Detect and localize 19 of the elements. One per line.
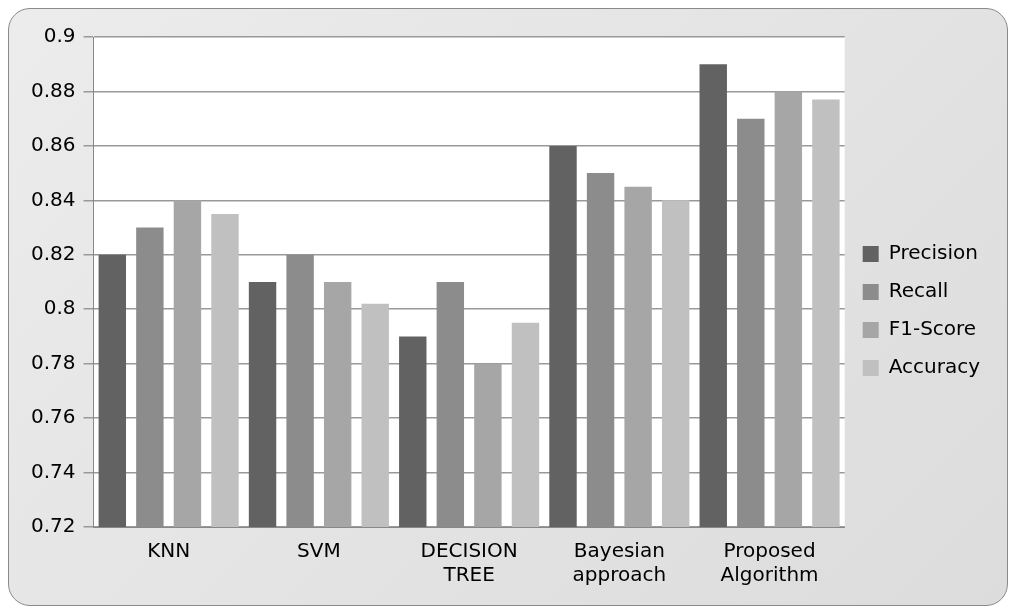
x-tick-label: SVM <box>297 538 341 563</box>
x-tick-label: Bayesian approach <box>572 538 667 587</box>
y-tick-label: 0.72 <box>31 513 76 538</box>
y-tick-label: 0.88 <box>31 77 76 102</box>
y-tick-label: 0.78 <box>31 349 76 374</box>
x-tick-label: Proposed Algorithm <box>720 538 819 587</box>
y-tick-label: 0.74 <box>31 458 76 483</box>
y-tick-label: 0.9 <box>43 23 76 48</box>
legend-label: Precision <box>888 240 978 265</box>
x-tick-label: KNN <box>147 538 191 563</box>
y-tick-label: 0.86 <box>31 132 76 157</box>
y-tick-label: 0.8 <box>43 295 76 320</box>
y-tick-label: 0.84 <box>31 186 76 211</box>
legend-label: Recall <box>888 278 949 303</box>
y-tick-label: 0.76 <box>31 404 76 429</box>
y-tick-label: 0.82 <box>31 240 76 265</box>
legend-label: Accuracy <box>888 354 981 379</box>
legend-label: F1-Score <box>888 316 977 341</box>
x-tick-label: DECISION TREE <box>420 538 518 587</box>
